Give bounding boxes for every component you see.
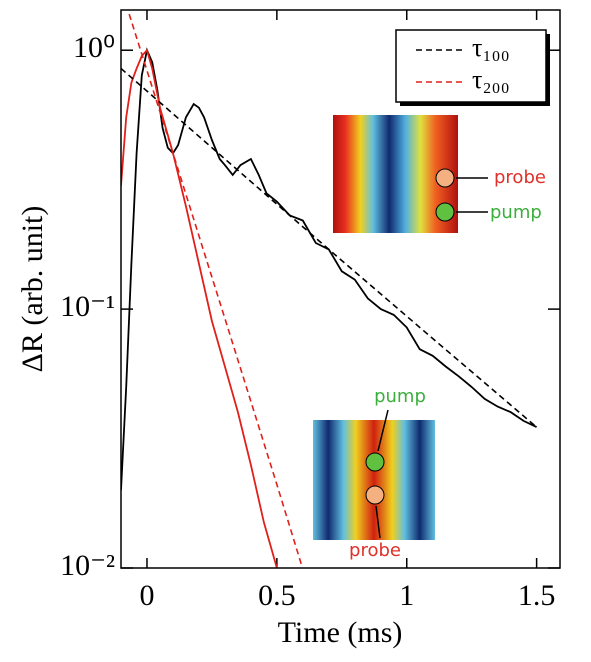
y-tick-label: 10⁻¹ [60, 290, 115, 323]
annotation: pump [374, 386, 426, 407]
inset-image [313, 420, 435, 540]
pump-spot [365, 452, 385, 472]
legend-box [395, 29, 547, 103]
annotation: pump [490, 202, 542, 223]
data-line [121, 48, 278, 568]
y-tick-label: 10⁰ [73, 31, 115, 64]
x-tick-label: 0 [139, 579, 154, 612]
plot-area [121, 10, 538, 568]
arrow [375, 505, 381, 539]
legend-label: τ₁₀₀ [472, 33, 510, 62]
x-tick-label: 1 [399, 579, 414, 612]
x-tick-label: 0.5 [258, 579, 296, 612]
fit-line [127, 10, 304, 568]
plot-frame [120, 9, 561, 569]
probe-spot [435, 168, 455, 188]
pump-spot [435, 202, 455, 222]
annotation: probe [349, 540, 401, 561]
legend-label: τ₂₀₀ [472, 65, 510, 94]
arrow [377, 409, 389, 452]
fit-line [121, 67, 538, 428]
y-axis-label: ΔR (arb. unit) [16, 206, 49, 373]
annotation: probe [494, 167, 546, 188]
y-tick-label: 10⁻² [60, 549, 115, 582]
probe-spot [365, 485, 385, 505]
x-tick-label: 1.5 [518, 579, 556, 612]
insets: probe pump pump probe [313, 115, 546, 561]
x-axis-label: Time (ms) [278, 616, 403, 649]
